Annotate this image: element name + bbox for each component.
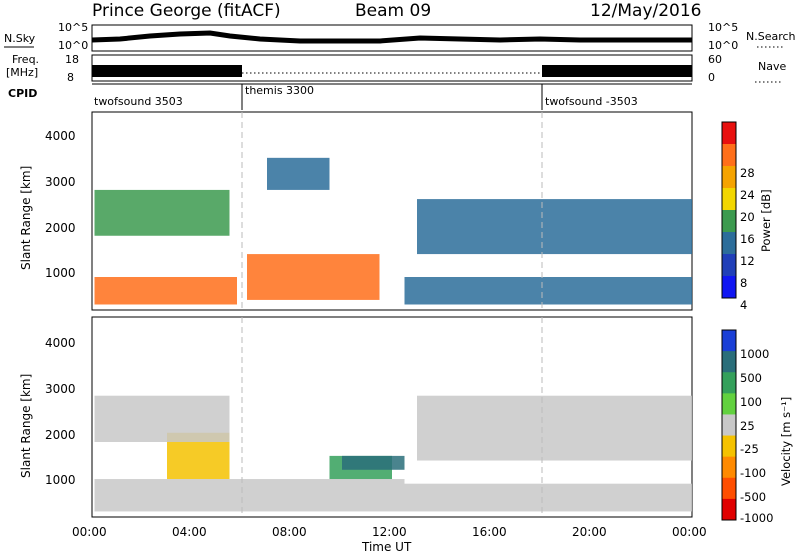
power-region-5 (404, 277, 692, 305)
freq-band-left (92, 65, 242, 77)
freq-strip: Freq. [MHz] 18 8 60 0 Nave (6, 53, 786, 84)
power-region-1 (247, 254, 380, 300)
velocity-region-2 (342, 455, 405, 470)
xtick-0: 00:00 (72, 525, 107, 539)
freq-label: Freq. (12, 53, 39, 66)
power-y-label: Slant Range [km] (19, 166, 33, 270)
cpid-segment-2: themis 3300 (245, 84, 314, 97)
nsky-label: N.Sky (4, 32, 36, 45)
velocity-color-block-2 (722, 372, 736, 394)
cpid-segment-1: twofsound 3503 (94, 95, 183, 108)
power-color-block-7 (722, 276, 736, 299)
x-axis-label: Time UT (361, 540, 412, 554)
xtick-8: 08:00 (272, 525, 307, 539)
cpid-row: CPID twofsound 3503 themis 3300 twofsoun… (8, 83, 692, 110)
power-ytick-3000: 3000 (45, 175, 76, 189)
velocity-color-block-5 (722, 435, 736, 458)
cpid-label: CPID (8, 87, 37, 100)
freq-tick-top: 18 (65, 53, 79, 66)
nave-label: Nave (758, 60, 786, 73)
power-colorbar-frame (721, 121, 737, 299)
nsearch-label: N.Search (746, 30, 796, 43)
velocity-color-block-1 (722, 351, 736, 373)
power-color-block-3 (722, 188, 736, 211)
velocity-cb-tick-m500: -500 (740, 490, 766, 504)
power-cb-tick-16: 16 (740, 232, 755, 246)
power-cb-tick-4: 4 (740, 298, 747, 312)
velocity-color-block-0 (722, 330, 736, 352)
station-title: Prince George (fitACF) (92, 1, 281, 21)
velocity-cb-tick-m100: -100 (740, 466, 766, 480)
velocity-colorbar-frame (721, 329, 737, 521)
power-cb-tick-20: 20 (740, 210, 755, 224)
velocity-region-0 (94, 479, 405, 512)
velocity-ytick-1000: 1000 (45, 473, 76, 487)
velocity-ytick-2000: 2000 (45, 428, 76, 442)
nsearch-tick-bottom: 10^0 (708, 39, 738, 52)
cpid-segment-3: twofsound -3503 (545, 95, 638, 108)
velocity-panel: Slant Range [km] 4000 3000 2000 1000 (19, 316, 693, 518)
velocity-cb-tick-100: 100 (740, 395, 762, 409)
power-color-block-4 (722, 210, 736, 233)
nsky-tick-bottom: 10^0 (58, 39, 88, 52)
velocity-cb-tick-1000: 1000 (740, 347, 769, 361)
velocity-region-5 (417, 395, 692, 461)
velocity-cells (94, 395, 692, 512)
nsky-tick-top: 10^5 (58, 21, 88, 34)
velocity-ytick-3000: 3000 (45, 382, 76, 396)
velocity-color-block-6 (722, 456, 736, 479)
xtick-4: 04:00 (172, 525, 207, 539)
power-cb-tick-12: 12 (740, 254, 755, 268)
mhz-label: [MHz] (6, 66, 38, 79)
velocity-y-label: Slant Range [km] (19, 374, 33, 478)
xtick-24: 00:00 (672, 525, 707, 539)
power-color-block-5 (722, 232, 736, 255)
velocity-cb-label: Velocity [m s⁻¹] (779, 397, 793, 486)
velocity-color-block-7 (722, 477, 736, 500)
velocity-cb-tick-500: 500 (740, 371, 762, 385)
velocity-cb-tick-25: 25 (740, 419, 755, 433)
velocity-region-6 (404, 483, 692, 512)
date-title: 12/May/2016 (590, 1, 702, 21)
power-cells (94, 157, 692, 305)
power-ytick-1000: 1000 (45, 266, 76, 280)
noise-strip: N.Sky 10^5 10^0 10^5 10^0 N.Search (4, 21, 796, 52)
velocity-ytick-4000: 4000 (45, 336, 76, 350)
velocity-color-block-4 (722, 414, 736, 437)
power-region-3 (94, 189, 230, 236)
power-panel: Slant Range [km] 4000 3000 2000 1000 (19, 111, 693, 311)
power-color-block-2 (722, 166, 736, 189)
xtick-12: 12:00 (372, 525, 407, 539)
velocity-cb-tick-m1000: -1000 (740, 511, 773, 525)
noise-series (91, 30, 692, 44)
freq-tick-bottom: 8 (67, 71, 74, 84)
power-cb-tick-28: 28 (740, 166, 755, 180)
power-colorbar: 28 24 20 16 12 8 4 Power [dB] (721, 121, 773, 312)
xtick-20: 20:00 (572, 525, 607, 539)
velocity-cb-tick-m25: -25 (740, 442, 759, 456)
power-region-0 (94, 277, 237, 305)
x-axis: 00:00 04:00 08:00 12:00 16:00 20:00 00:0… (72, 525, 707, 554)
power-ytick-2000: 2000 (45, 221, 76, 235)
power-region-2 (267, 157, 330, 190)
power-cb-label: Power [dB] (759, 189, 773, 252)
velocity-color-block-8 (722, 498, 736, 521)
xtick-16: 16:00 (472, 525, 507, 539)
power-color-block-1 (722, 144, 736, 167)
velocity-color-block-3 (722, 393, 736, 415)
power-color-block-0 (722, 122, 736, 145)
power-region-4 (417, 199, 692, 255)
beam-title: Beam 09 (355, 1, 431, 21)
power-cb-tick-24: 24 (740, 188, 755, 202)
velocity-colorbar: 1000 500 100 25 -25 -100 -500 -1000 Velo… (721, 329, 793, 525)
power-color-block-6 (722, 254, 736, 277)
power-ytick-4000: 4000 (45, 129, 76, 143)
nave-tick-bottom: 0 (708, 71, 715, 84)
power-cb-tick-8: 8 (740, 276, 747, 290)
velocity-region-4 (94, 395, 230, 442)
nsearch-tick-top: 10^5 (708, 21, 738, 34)
nave-tick-top: 60 (708, 53, 722, 66)
freq-band-right (542, 65, 692, 77)
